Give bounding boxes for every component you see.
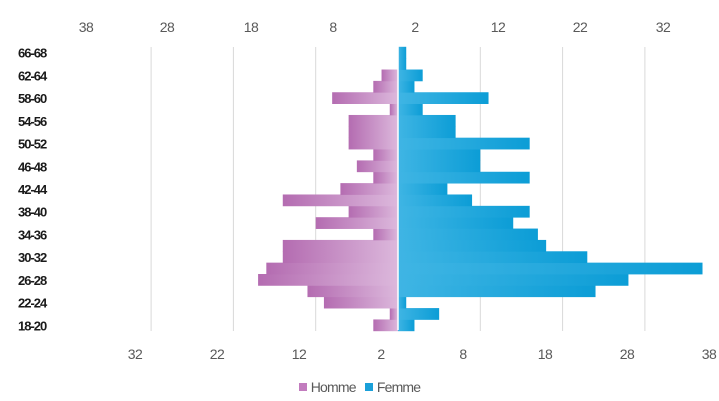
bar-femme-52-54: [398, 126, 456, 139]
bar-homme-44-46: [373, 171, 398, 184]
bar-homme-60-62: [373, 80, 398, 93]
bar-femme-44-46: [398, 171, 530, 184]
legend-swatch-femme: [364, 383, 373, 391]
top-tick-label: 38: [79, 19, 94, 35]
top-tick-label: 12: [491, 19, 506, 35]
legend: Homme Femme: [0, 378, 719, 395]
category-label-50-52: 50-52: [18, 137, 47, 152]
bar-femme-36-38: [398, 217, 514, 229]
bar-homme-28-30: [266, 262, 398, 275]
legend-swatch-homme: [298, 383, 307, 391]
bar-femme-48-50: [398, 149, 481, 161]
bar-femme-26-28: [398, 274, 629, 286]
bar-femme-64-66: [398, 58, 407, 70]
bar-homme-32-34: [282, 239, 398, 252]
category-labels: 18-20 22-24 26-28 30-32 34-36 38-40 42-44 46-48…: [18, 46, 49, 334]
bar-homme-56-58: [389, 103, 398, 116]
bar-femme-42-44: [398, 183, 448, 195]
category-label-26-28: 26-28: [18, 273, 47, 288]
category-label-62-64: 62-64: [18, 68, 48, 83]
bars: [258, 46, 703, 332]
legend-item-homme: Homme: [298, 379, 357, 395]
bar-femme-22-24: [398, 296, 407, 309]
legend-label-femme: Femme: [376, 379, 421, 395]
bar-femme-66-68: [398, 46, 407, 59]
category-label-46-48: 46-48: [18, 159, 47, 174]
bar-homme-18-20: [373, 319, 398, 332]
top-tick-label: 8: [329, 19, 337, 35]
bar-femme-58-60: [398, 92, 489, 104]
bar-homme-54-56: [348, 114, 398, 127]
category-label-66-68: 66-68: [18, 46, 47, 61]
bottom-tick-label: 8: [459, 346, 467, 362]
bar-femme-34-36: [398, 228, 538, 241]
bar-homme-62-64: [381, 69, 398, 82]
bar-femme-54-56: [398, 114, 456, 127]
bar-femme-62-64: [398, 69, 423, 82]
bar-femme-40-42: [398, 194, 473, 207]
bottom-tick-label: 32: [128, 346, 143, 362]
bar-homme-20-22: [389, 308, 398, 320]
top-tick-label: 28: [160, 19, 175, 35]
bottom-tick-label: 38: [702, 346, 717, 362]
bar-femme-56-58: [398, 103, 423, 116]
bar-homme-30-32: [282, 251, 398, 264]
bar-homme-58-60: [332, 92, 398, 104]
bar-homme-48-50: [373, 149, 398, 161]
top-axis-ticks: 38 28 18 8 2 12 22 32: [79, 19, 672, 35]
bar-femme-24-26: [398, 285, 596, 298]
bottom-tick-label: 22: [210, 346, 225, 362]
bar-femme-30-32: [398, 251, 588, 264]
bar-homme-34-36: [373, 228, 398, 241]
bar-homme-22-24: [323, 296, 398, 309]
bar-femme-32-34: [398, 239, 547, 252]
bar-femme-20-22: [398, 308, 440, 320]
bar-femme-60-62: [398, 80, 415, 93]
legend-item-femme: Femme: [364, 379, 421, 395]
bar-homme-24-26: [307, 285, 398, 298]
top-tick-label: 2: [411, 19, 419, 35]
category-label-54-56: 54-56: [18, 114, 47, 129]
top-tick-label: 18: [244, 19, 259, 35]
top-tick-label: 22: [573, 19, 588, 35]
category-label-58-60: 58-60: [18, 91, 47, 106]
bar-homme-36-38: [315, 217, 398, 229]
bottom-tick-label: 28: [620, 346, 635, 362]
bottom-tick-label: 12: [292, 346, 307, 362]
bar-homme-40-42: [282, 194, 398, 207]
bar-homme-46-48: [356, 160, 398, 173]
bar-femme-38-40: [398, 205, 530, 218]
category-label-22-24: 22-24: [18, 296, 48, 311]
bottom-axis-ticks: 32 22 12 2 8 18 28 38: [128, 346, 718, 362]
top-tick-label: 32: [656, 19, 671, 35]
bottom-tick-label: 2: [377, 346, 385, 362]
bar-homme-50-52: [348, 137, 398, 150]
bar-femme-28-30: [398, 262, 703, 275]
legend-label-homme: Homme: [310, 379, 357, 395]
bar-femme-50-52: [398, 137, 530, 150]
bar-homme-52-54: [348, 126, 398, 139]
bar-femme-46-48: [398, 160, 481, 173]
category-label-42-44: 42-44: [18, 182, 48, 197]
category-label-18-20: 18-20: [18, 318, 47, 333]
bar-homme-38-40: [348, 205, 398, 218]
bar-femme-18-20: [398, 319, 415, 332]
category-label-34-36: 34-36: [18, 227, 47, 242]
bar-homme-42-44: [340, 183, 398, 195]
category-label-30-32: 30-32: [18, 250, 47, 265]
bottom-tick-label: 18: [538, 346, 553, 362]
bar-homme-26-28: [258, 274, 398, 286]
category-label-38-40: 38-40: [18, 205, 47, 220]
